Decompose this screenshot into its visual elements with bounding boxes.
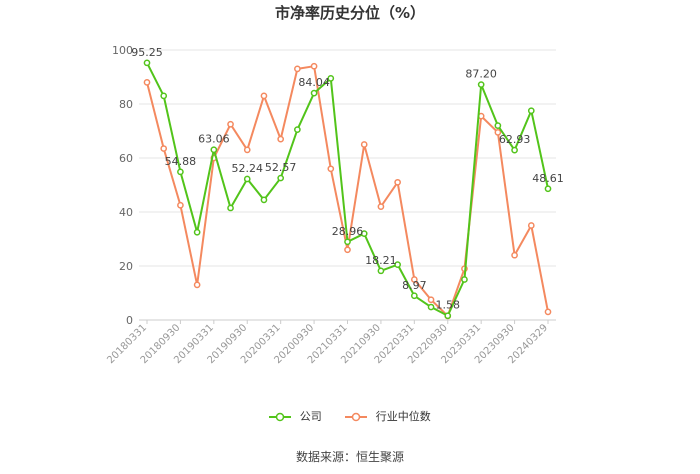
series-1-point-24: [544, 308, 552, 316]
series-1-point-10: [310, 62, 318, 70]
series-0-point-12: [344, 238, 351, 246]
series-0-point-20: [477, 81, 485, 88]
series-0-point-23: [527, 107, 535, 115]
series-0-point-13: [360, 230, 368, 237]
series-0-point-17: [427, 303, 435, 311]
series-0-point-19: [461, 276, 468, 283]
series-1-point-13: [360, 141, 368, 148]
series-1-point-16: [410, 276, 418, 283]
series-1-point-11: [327, 165, 335, 173]
series-1-point-12: [344, 246, 351, 254]
series-1-point-8: [277, 135, 285, 143]
data-label-24: 48.61: [532, 172, 564, 185]
data-label-10: 84.04: [298, 76, 330, 89]
series-0-point-2: [177, 168, 184, 176]
series-1-point-21: [494, 129, 502, 136]
series-0-point-24: [544, 185, 552, 193]
y-tick-label-60: 60: [119, 152, 133, 165]
series-0-point-0: [143, 59, 151, 67]
series-1-point-14: [377, 203, 385, 210]
data-label-4: 63.06: [198, 133, 230, 146]
grid: [139, 49, 556, 321]
data-label-6: 52.24: [232, 162, 264, 175]
series-0-point-9: [294, 126, 301, 133]
legend: 公司 行业中位数: [0, 408, 700, 424]
data-label-18: 1.58: [436, 299, 461, 312]
series-1-point-23: [527, 222, 535, 229]
series-1-point-22: [511, 251, 518, 259]
series-1-point-1: [160, 145, 168, 152]
series-0-point-18: [444, 312, 452, 320]
series-0-point-6: [243, 175, 251, 183]
y-tick-label-0: 0: [126, 314, 133, 327]
series-1-point-15: [394, 178, 401, 186]
data-label-14: 18.21: [365, 254, 397, 267]
series-0-point-1: [160, 92, 168, 100]
series-0-point-15: [394, 261, 401, 268]
data-label-20: 87.20: [465, 68, 497, 81]
series-1-point-0: [143, 79, 151, 86]
series-0-point-5: [227, 204, 234, 212]
series-0-point-22: [511, 146, 518, 154]
legend-label-company: 公司: [299, 410, 322, 423]
data-label-2: 54.88: [165, 155, 197, 168]
series-line-0: [146, 62, 549, 317]
series-0-point-14: [377, 267, 385, 275]
series-1-point-6: [243, 146, 251, 154]
legend-swatch-company: [269, 412, 292, 422]
series-0-point-7: [260, 196, 268, 204]
series-0-point-21: [494, 122, 502, 129]
series-0-point-11: [327, 75, 335, 82]
legend-label-industry: 行业中位数: [375, 410, 431, 423]
series-0-point-3: [193, 228, 201, 236]
y-tick-label-40: 40: [119, 206, 133, 219]
data-label-12: 28.96: [332, 225, 364, 238]
series-0-point-8: [277, 174, 285, 182]
series-1-point-5: [227, 120, 234, 128]
series-1-point-3: [193, 281, 201, 289]
data-label-16: 8.97: [402, 279, 427, 292]
series: [143, 59, 552, 320]
y-tick-label-80: 80: [119, 98, 133, 111]
y-tick-label-100: 100: [112, 44, 133, 57]
legend-item-industry[interactable]: 行业中位数: [345, 408, 431, 424]
series-1-point-7: [260, 92, 268, 100]
series-0-point-10: [310, 89, 318, 97]
series-0-point-4: [210, 146, 218, 154]
data-label-22: 62.93: [499, 133, 531, 146]
data-label-8: 52.57: [265, 161, 297, 174]
legend-swatch-industry: [345, 412, 368, 422]
y-tick-label-20: 20: [119, 260, 133, 273]
series-0-point-16: [410, 292, 418, 300]
series-1-point-2: [177, 201, 184, 209]
series-1-point-9: [294, 65, 301, 73]
legend-item-company[interactable]: 公司: [269, 408, 322, 424]
series-1-point-17: [427, 296, 435, 304]
data-source: 数据来源：恒生聚源: [295, 450, 404, 464]
data-label-0: 95.25: [131, 46, 163, 59]
chart-title: 市净率历史分位（%）: [274, 4, 426, 22]
axes: 0204060801002018033120180930201903312019…: [105, 44, 556, 366]
